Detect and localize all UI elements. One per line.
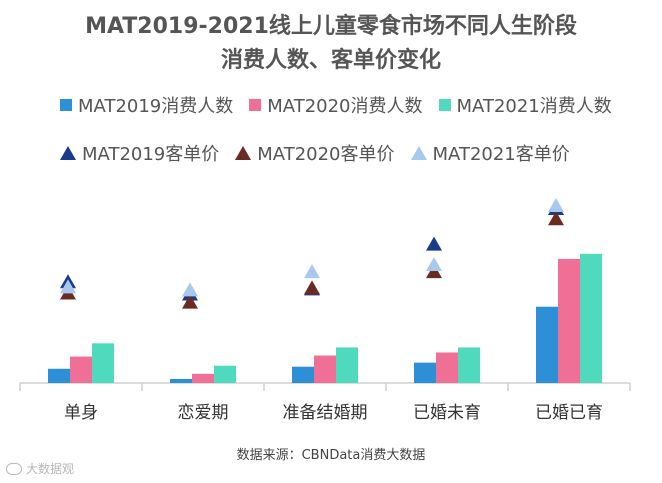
- legend-swatch-2021-consumers: [438, 99, 451, 111]
- chart-title: MAT2019-2021线上儿童零食市场不同人生阶段: [85, 14, 577, 39]
- x-tick-label: 单身: [64, 403, 98, 423]
- price-marker-2020-2: [304, 280, 320, 295]
- legend-label: MAT2019客单价: [82, 144, 220, 165]
- bar-2020-2: [314, 355, 336, 383]
- bar-2019-0: [48, 368, 70, 383]
- bar-2021-3: [458, 347, 480, 383]
- legend-item-2021-consumers: MAT2021消费人数: [438, 92, 612, 118]
- legend-item-2019-consumers: MAT2019消费人数: [60, 92, 233, 118]
- price-marker-2019-3: [426, 236, 442, 251]
- bar-2019-4: [536, 306, 558, 383]
- legend-swatch-2020-consumers: [249, 99, 262, 111]
- legend-item-2021-price: MAT2021客单价: [410, 140, 570, 166]
- legend-label: MAT2021消费人数: [456, 96, 612, 117]
- bar-2021-4: [580, 253, 602, 383]
- bar-2021-2: [336, 347, 358, 383]
- x-tick-label: 已婚已育: [535, 403, 603, 423]
- bar-2020-1: [192, 373, 214, 383]
- legend-item-2020-consumers: MAT2020消费人数: [249, 92, 423, 118]
- price-marker-2021-1: [182, 282, 198, 297]
- bar-2020-4: [558, 258, 580, 383]
- legend-triangle-2020-price: [235, 146, 252, 160]
- price-marker-2020-1: [182, 294, 198, 309]
- bar-2021-1: [214, 365, 236, 383]
- price-marker-2020-4: [548, 211, 564, 226]
- legend-row-triangles: MAT2019客单价 MAT2020客单价 MAT2021客单价: [60, 140, 586, 166]
- bar-2019-3: [414, 362, 436, 383]
- bar-2021-0: [92, 343, 114, 383]
- watermark: 大数据观: [6, 460, 74, 477]
- watermark-text: 大数据观: [26, 462, 75, 476]
- price-marker-2021-2: [304, 264, 320, 279]
- bar-2019-2: [292, 366, 314, 383]
- x-tick-label: 准备结婚期: [283, 403, 368, 423]
- watermark-logo-icon: [6, 462, 22, 475]
- legend-triangle-2021-price: [410, 146, 427, 160]
- legend-label: MAT2019消费人数: [78, 96, 234, 117]
- bar-2020-3: [436, 352, 458, 383]
- legend-label: MAT2021客单价: [432, 144, 570, 165]
- legend-label: MAT2020消费人数: [267, 96, 423, 117]
- legend-item-2020-price: MAT2020客单价: [235, 140, 395, 166]
- price-marker-2020-3: [426, 264, 442, 279]
- legend-item-2019-price: MAT2019客单价: [60, 140, 219, 166]
- bar-2020-0: [70, 356, 92, 383]
- x-tick-label: 已婚未育: [413, 403, 481, 423]
- legend-swatch-2019-consumers: [60, 99, 72, 111]
- data-source: 数据来源：CBNData消费大数据: [236, 448, 426, 463]
- price-marker-2021-3: [426, 256, 442, 271]
- x-tick-label: 恋爱期: [178, 402, 229, 423]
- chart-subtitle: 消费人数、客单价变化: [220, 48, 441, 73]
- legend-triangle-2019-price: [60, 146, 76, 160]
- legend-row-bars: MAT2019消费人数 MAT2020消费人数 MAT2021消费人数: [60, 92, 628, 118]
- legend-label: MAT2020客单价: [257, 144, 395, 165]
- price-marker-2021-0: [60, 279, 76, 294]
- bar-2019-1: [170, 378, 192, 383]
- price-marker-2021-4: [548, 198, 564, 212]
